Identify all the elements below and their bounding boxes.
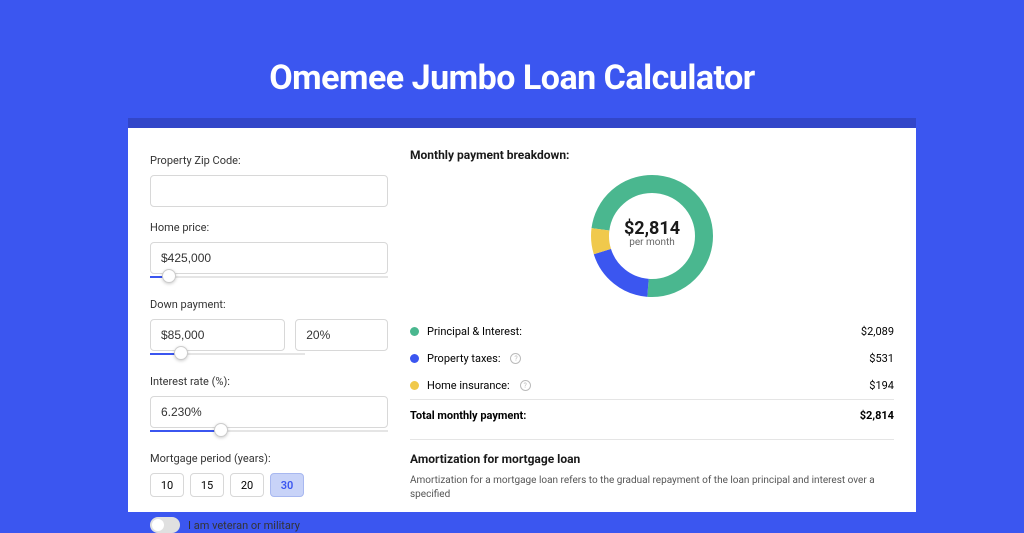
info-icon[interactable]: ? (510, 353, 521, 364)
breakdown-label: Property taxes: (427, 352, 500, 365)
breakdown-value: $194 (869, 379, 894, 392)
amortization-title: Amortization for mortgage loan (410, 452, 894, 466)
page-title: Omemee Jumbo Loan Calculator (0, 0, 1024, 98)
page-root: Omemee Jumbo Loan Calculator Property Zi… (0, 0, 1024, 512)
donut-sub: per month (624, 237, 680, 248)
breakdown-value: $2,089 (861, 325, 894, 338)
period-button-10[interactable]: 10 (150, 473, 184, 497)
calculator-card: Property Zip Code: Home price: Down paym… (128, 128, 916, 512)
period-button-15[interactable]: 15 (190, 473, 224, 497)
amortization-text: Amortization for a mortgage loan refers … (410, 474, 894, 502)
breakdown-label: Home insurance: (427, 379, 510, 392)
zip-input[interactable] (150, 175, 388, 207)
mortgage-period-label: Mortgage period (years): (150, 452, 388, 465)
home-price-label: Home price: (150, 221, 388, 234)
breakdown-total-value: $2,814 (860, 409, 894, 422)
breakdown-total-row: Total monthly payment: $2,814 (410, 399, 894, 429)
veteran-label: I am veteran or military (188, 519, 300, 532)
breakdown-row: Property taxes:? $531 (410, 345, 894, 372)
amortization-section: Amortization for mortgage loan Amortizat… (410, 439, 894, 502)
interest-rate-label: Interest rate (%): (150, 375, 388, 388)
home-price-slider[interactable] (150, 272, 388, 284)
period-button-20[interactable]: 20 (230, 473, 264, 497)
card-shadow: Property Zip Code: Home price: Down paym… (128, 118, 916, 512)
info-icon[interactable]: ? (520, 380, 531, 391)
home-price-input[interactable] (150, 242, 388, 274)
legend-dot (410, 381, 419, 390)
veteran-row: I am veteran or military (150, 517, 388, 533)
interest-rate-slider[interactable] (150, 426, 388, 438)
zip-label: Property Zip Code: (150, 154, 388, 167)
down-payment-amount-input[interactable] (150, 319, 285, 351)
donut-amount: $2,814 (624, 218, 680, 239)
down-payment-label: Down payment: (150, 298, 388, 311)
breakdown-row: Home insurance:? $194 (410, 372, 894, 399)
period-button-30[interactable]: 30 (270, 473, 304, 497)
legend-dot (410, 327, 419, 336)
down-payment-slider[interactable] (150, 349, 305, 361)
breakdown-total-label: Total monthly payment: (410, 409, 526, 422)
breakdown-list: Principal & Interest: $2,089 Property taxe… (410, 318, 894, 429)
form-panel: Property Zip Code: Home price: Down paym… (150, 148, 388, 512)
breakdown-panel: Monthly payment breakdown: $2,814 per mo… (410, 148, 894, 512)
legend-dot (410, 354, 419, 363)
interest-rate-input[interactable] (150, 396, 388, 428)
donut-chart: $2,814 per month (588, 172, 716, 300)
breakdown-label: Principal & Interest: (427, 325, 522, 338)
breakdown-row: Principal & Interest: $2,089 (410, 318, 894, 345)
veteran-toggle[interactable] (150, 517, 180, 533)
donut-area: $2,814 per month (410, 168, 894, 310)
mortgage-period-group: 10152030 (150, 473, 388, 497)
breakdown-header: Monthly payment breakdown: (410, 148, 894, 162)
breakdown-value: $531 (869, 352, 894, 365)
down-payment-percent-input[interactable] (295, 319, 388, 351)
